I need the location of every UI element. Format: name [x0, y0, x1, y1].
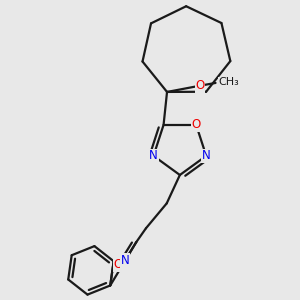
- Text: N: N: [202, 149, 211, 162]
- Text: O: O: [195, 79, 205, 92]
- Text: O: O: [113, 258, 123, 272]
- Text: N: N: [121, 254, 129, 267]
- Text: O: O: [191, 118, 201, 131]
- Text: CH₃: CH₃: [218, 77, 239, 87]
- Text: N: N: [149, 149, 158, 162]
